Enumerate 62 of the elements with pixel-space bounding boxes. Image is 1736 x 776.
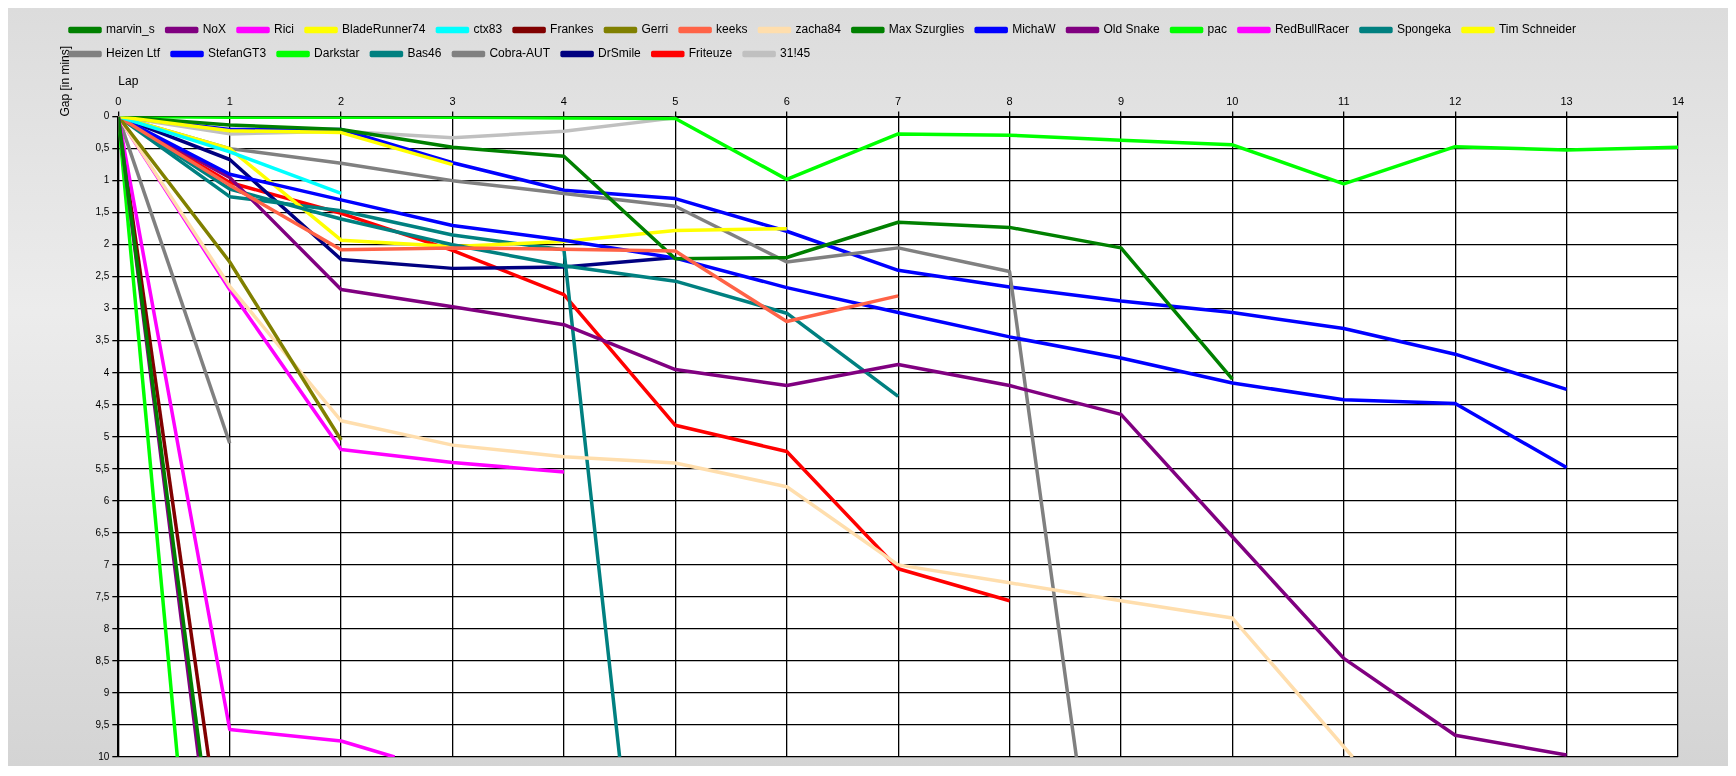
x-tick-label: 11 — [1338, 95, 1350, 108]
legend-label: RedBullRacer — [1274, 22, 1349, 37]
legend-label: Cobra-AUT — [489, 46, 551, 61]
x-axis-title: Lap — [118, 73, 139, 88]
y-tick-label: 3,5 — [95, 334, 110, 346]
legend-label: pac — [1207, 22, 1227, 37]
legend-label: Rici — [274, 22, 295, 37]
legend-label: Heizen Ltf — [106, 46, 161, 61]
y-tick-label: 2 — [103, 238, 110, 250]
legend-label: NoX — [202, 22, 227, 37]
y-tick-label: 4 — [103, 366, 110, 378]
legend-label: Darkstar — [314, 46, 360, 61]
legend-label: ctx83 — [473, 22, 503, 37]
x-tick-label: 3 — [449, 95, 456, 108]
legend-label: Friteuze — [688, 46, 733, 61]
y-tick-label: 8,5 — [95, 654, 110, 666]
y-tick-label: 7,5 — [95, 590, 110, 602]
x-tick-label: 0 — [115, 95, 122, 108]
x-tick-label: 4 — [560, 95, 567, 108]
legend-label: marvin_s — [106, 22, 155, 37]
y-axis-title: Gap [in mins] — [57, 45, 72, 117]
legend-label: keeks — [716, 22, 748, 37]
legend-label: zacha84 — [795, 22, 842, 37]
y-tick-label: 1 — [103, 174, 110, 186]
y-tick-label: 9 — [103, 686, 110, 698]
legend-label: StefanGT3 — [208, 46, 267, 61]
y-tick-label: 5 — [103, 430, 110, 442]
y-tick-label: 2,5 — [95, 270, 110, 282]
y-tick-label: 3 — [103, 302, 110, 314]
x-tick-label: 12 — [1449, 95, 1462, 108]
legend-label: MichaW — [1012, 22, 1057, 37]
x-tick-label: 1 — [226, 95, 233, 108]
legend-label: Gerri — [641, 22, 669, 37]
x-tick-label: 7 — [895, 95, 902, 108]
x-tick-label: 6 — [783, 95, 790, 108]
y-tick-label: 0 — [103, 110, 110, 122]
x-tick-label: 14 — [1671, 95, 1685, 108]
legend-label: 31!45 — [780, 46, 811, 61]
y-tick-label: 6 — [103, 494, 110, 506]
y-tick-label: 9,5 — [95, 718, 110, 730]
legend-label: Tim Schneider — [1498, 22, 1576, 37]
legend-label: Spongeka — [1396, 22, 1452, 37]
y-tick-label: 10 — [98, 750, 110, 762]
legend-label: BladeRunner74 — [342, 22, 426, 37]
x-tick-label: 5 — [672, 95, 679, 108]
y-tick-label: 8 — [103, 622, 110, 634]
legend-label: Frankes — [550, 22, 594, 37]
legend-label: Bas46 — [407, 46, 442, 61]
x-tick-label: 13 — [1560, 95, 1573, 108]
y-tick-label: 4,5 — [95, 398, 110, 410]
y-tick-label: 5,5 — [95, 462, 110, 474]
x-tick-label: 9 — [1117, 95, 1125, 108]
x-tick-label: 8 — [1006, 95, 1013, 108]
y-tick-label: 7 — [103, 558, 110, 570]
y-tick-label: 0,5 — [95, 142, 110, 154]
y-tick-label: 1,5 — [95, 206, 110, 218]
legend-label: DrSmile — [598, 46, 642, 61]
legend-label: Old Snake — [1103, 22, 1160, 37]
x-tick-label: 2 — [338, 95, 345, 108]
legend-label: Max Szurglies — [888, 22, 965, 37]
y-tick-label: 6,5 — [95, 526, 110, 538]
x-tick-label: 10 — [1226, 95, 1239, 108]
